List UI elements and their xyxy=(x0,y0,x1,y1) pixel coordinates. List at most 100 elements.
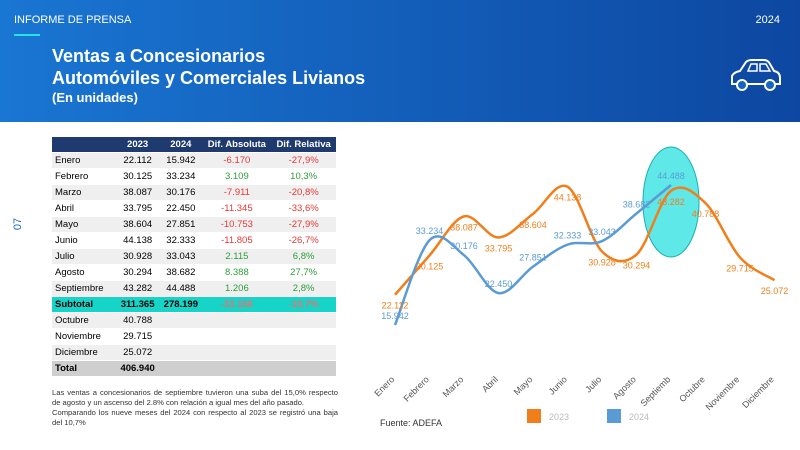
table-row: Subtotal 311.365 278.199 -33.166 -10,7% xyxy=(52,296,336,313)
table-cell: Febrero xyxy=(52,168,116,185)
chart: 22.112 30.125 38.087 33.795 38.604 44.138 30.9… xyxy=(372,146,789,428)
table-cell xyxy=(271,328,336,345)
table-row: Septiembre 43.282 44.488 1.206 2,8% xyxy=(52,280,336,297)
table-cell xyxy=(202,344,272,361)
data-label: 25.072 xyxy=(761,286,789,296)
table-cell: 8.388 xyxy=(202,264,272,281)
table-row: Total 406.940 xyxy=(52,360,336,377)
table-cell xyxy=(202,312,272,329)
page-number: 07 xyxy=(12,217,25,231)
legend-label: 2023 xyxy=(549,412,569,422)
table-cell: Total xyxy=(52,360,116,377)
table-cell xyxy=(159,360,203,377)
table-cell: 38.604 xyxy=(116,216,160,233)
header-cell: 2024 xyxy=(159,137,203,153)
table-cell: 38.087 xyxy=(116,184,160,201)
note: Las ventas a concesionarios de septiembr… xyxy=(52,388,338,407)
table-cell: 27,7% xyxy=(271,264,336,281)
data-label: 22.112 xyxy=(382,301,409,311)
table-cell: -27,9% xyxy=(271,152,336,169)
table-cell: 3.109 xyxy=(202,168,272,185)
data-label: 44.488 xyxy=(657,171,685,181)
report-label: INFORME DE PRENSA xyxy=(14,14,132,26)
x-tick-label: Septiemb xyxy=(638,374,672,408)
data-label: 22.450 xyxy=(485,279,513,289)
table-cell: Diciembre xyxy=(52,344,116,361)
legend-swatch xyxy=(527,409,541,423)
year: 2024 xyxy=(755,14,780,26)
data-label: 38.087 xyxy=(450,222,478,232)
table-row: Mayo 38.604 27.851 -10.753 -27,9% xyxy=(52,216,336,233)
table-cell: -10.753 xyxy=(202,216,272,233)
car-icon xyxy=(731,59,781,91)
subtitle: (En unidades) xyxy=(52,90,138,105)
table-cell: 10,3% xyxy=(271,168,336,185)
table-row: Enero 22.112 15.942 -6.170 -27,9% xyxy=(52,152,336,169)
table-cell: 2.115 xyxy=(202,248,272,265)
table-cell: Abril xyxy=(52,200,116,217)
notes: Las ventas a concesionarios de septiembr… xyxy=(52,388,338,427)
legend-swatch xyxy=(607,409,621,423)
table-cell: Marzo xyxy=(52,184,116,201)
underline xyxy=(14,34,40,36)
data-label: 15.942 xyxy=(381,311,409,321)
table-cell: Julio xyxy=(52,248,116,265)
header-cell: Dif. Relativa xyxy=(271,137,336,153)
x-tick-label: Agosto xyxy=(611,374,638,401)
data-label: 32.333 xyxy=(554,231,582,241)
x-tick-label: Mayo xyxy=(512,374,535,397)
table-cell: -11.805 xyxy=(202,232,272,249)
table-cell: 43.282 xyxy=(116,280,160,297)
table-row: Marzo 38.087 30.176 -7.911 -20,8% xyxy=(52,184,336,201)
table-cell: 29.715 xyxy=(116,328,160,345)
table-cell: Octubre xyxy=(52,312,116,329)
x-tick-label: Junio xyxy=(547,374,569,396)
table-row: Diciembre 25.072 xyxy=(52,344,336,361)
table-cell: Agosto xyxy=(52,264,116,281)
x-tick-label: Diciembre xyxy=(740,374,776,410)
table-cell: 33.795 xyxy=(116,200,160,217)
table-cell: Noviembre xyxy=(52,328,116,345)
table-cell xyxy=(271,360,336,377)
table-cell xyxy=(202,328,272,345)
x-tick-label: Marzo xyxy=(441,374,466,399)
table-cell: 33.043 xyxy=(159,248,203,265)
table-cell: -33.166 xyxy=(202,296,272,313)
table-cell xyxy=(159,312,203,329)
data-label: 30.125 xyxy=(416,261,444,271)
table-cell: Subtotal xyxy=(52,296,116,313)
x-tick-label: Enero xyxy=(372,374,396,398)
series-line xyxy=(393,184,672,326)
table-cell: 2,8% xyxy=(271,280,336,297)
table-cell: 38.682 xyxy=(159,264,203,281)
table-cell: 22.112 xyxy=(116,152,160,169)
table-cell: 6,8% xyxy=(271,248,336,265)
x-tick-label: Febrero xyxy=(402,374,431,403)
sales-table: 2023 2024 Dif. Absoluta Dif. Relativa Enero 2… xyxy=(52,137,336,377)
table-cell: 1.206 xyxy=(202,280,272,297)
data-label: 29.715 xyxy=(726,263,754,273)
table-cell: 30.125 xyxy=(116,168,160,185)
table-cell: -20,8% xyxy=(271,184,336,201)
table-row: Agosto 30.294 38.682 8.388 27,7% xyxy=(52,264,336,281)
x-tick-label: Julio xyxy=(583,374,603,394)
table-row: Junio 44.138 32.333 -11.805 -26,7% xyxy=(52,232,336,249)
table-cell: -6.170 xyxy=(202,152,272,169)
table-cell: -33,6% xyxy=(271,200,336,217)
legend-label: 2024 xyxy=(629,412,649,422)
x-tick-label: Abril xyxy=(480,374,500,394)
table-row: Julio 30.928 33.043 2.115 6,8% xyxy=(52,248,336,265)
table-cell xyxy=(159,328,203,345)
title-line: Automóviles y Comerciales Livianos xyxy=(52,68,366,88)
table-cell: 311.365 xyxy=(116,296,160,313)
note: Comparando los nueve meses del 2024 con … xyxy=(52,407,338,427)
x-tick-label: Octubre xyxy=(677,374,707,404)
table-cell: 33.234 xyxy=(159,168,203,185)
table-cell: -10,7% xyxy=(271,296,336,313)
header-cell: 2023 xyxy=(116,137,160,153)
header-cell xyxy=(52,137,116,153)
table-cell: 15.942 xyxy=(159,152,203,169)
data-label: 40.788 xyxy=(692,209,720,219)
table-cell: Septiembre xyxy=(52,280,116,297)
data-label: 38.682 xyxy=(623,199,651,209)
